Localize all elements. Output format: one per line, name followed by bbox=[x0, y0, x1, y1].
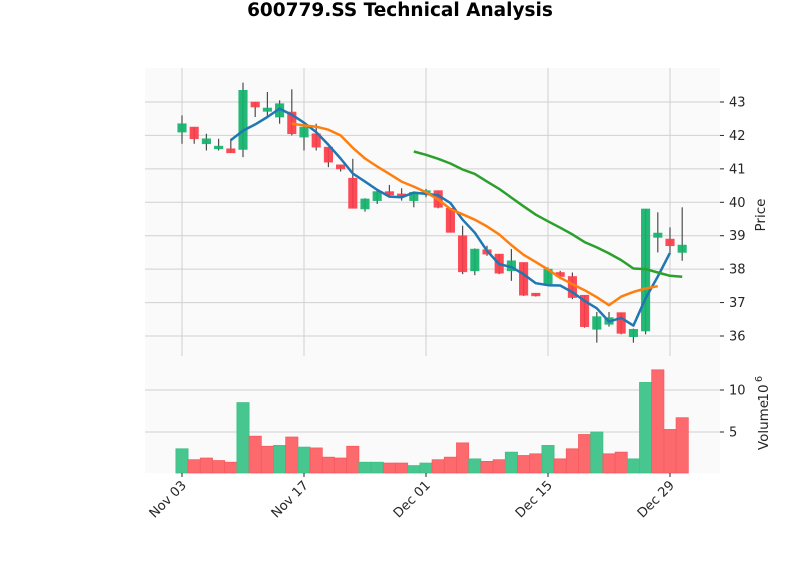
candle-down bbox=[348, 177, 358, 209]
volume-bar-up bbox=[639, 382, 653, 474]
price-tick-label: 41 bbox=[729, 162, 746, 177]
candle-down bbox=[616, 312, 626, 334]
volume-bar-down bbox=[614, 451, 628, 474]
price-tick-label: 38 bbox=[729, 263, 746, 278]
candle-up bbox=[299, 126, 309, 138]
candle-up bbox=[360, 198, 370, 210]
x-tick-label: Dec 15 bbox=[513, 478, 556, 521]
price-tick-label: 42 bbox=[729, 129, 746, 144]
candle-up bbox=[214, 145, 224, 150]
volume-bar-down bbox=[199, 457, 213, 474]
volume-bar-up bbox=[236, 402, 250, 474]
volume-bar-down bbox=[309, 447, 323, 474]
volume-bar-down bbox=[224, 461, 238, 474]
volume-bar-up bbox=[590, 431, 604, 474]
volume-bar-down bbox=[212, 460, 226, 474]
volume-tick-label: 10 bbox=[729, 384, 746, 399]
x-tick-label: Nov 17 bbox=[269, 478, 312, 521]
candle-down bbox=[226, 148, 236, 154]
price-tick-label: 43 bbox=[729, 96, 746, 111]
volume-bar-down bbox=[492, 459, 506, 474]
candle-down bbox=[445, 208, 455, 233]
price-tick-label: 40 bbox=[729, 196, 746, 211]
volume-bar-down bbox=[602, 453, 616, 474]
volume-bar-down bbox=[553, 458, 567, 474]
candle-up bbox=[592, 316, 602, 330]
candle-down bbox=[287, 111, 297, 135]
volume-bar-down bbox=[321, 456, 335, 474]
volume-bar-up bbox=[297, 446, 311, 474]
volume-plot-area bbox=[145, 356, 720, 473]
price-tick-label: 37 bbox=[729, 296, 746, 311]
candle-down bbox=[458, 235, 468, 273]
candle-down bbox=[519, 262, 529, 296]
volume-bar-down bbox=[431, 459, 445, 474]
price-tick-label: 36 bbox=[729, 330, 746, 345]
volume-bar-up bbox=[370, 461, 384, 474]
volume-bar-down bbox=[578, 434, 592, 474]
volume-bar-down bbox=[285, 436, 299, 474]
ma20-line bbox=[413, 150, 683, 279]
price-axis-label: Price bbox=[753, 199, 769, 232]
volume-bar-down bbox=[675, 417, 689, 474]
chart-title: 600779.SS Technical Analysis bbox=[247, 0, 553, 21]
volume-bar-down bbox=[334, 457, 348, 474]
volume-bar-down bbox=[651, 369, 665, 474]
volume-bar-down bbox=[517, 455, 531, 474]
volume-bar-down bbox=[443, 456, 457, 474]
candle-up bbox=[201, 138, 211, 145]
volume-bar-up bbox=[541, 445, 555, 474]
x-tick-label: Dec 01 bbox=[391, 478, 434, 521]
candle-down bbox=[323, 146, 333, 163]
x-tick-label: Dec 29 bbox=[635, 478, 678, 521]
ma5-line bbox=[230, 107, 672, 327]
candle-up bbox=[177, 123, 187, 133]
candle-down bbox=[665, 238, 675, 247]
price-panel: 36 37 38 39 40 41 42 43 bbox=[145, 68, 746, 473]
volume-bar-up bbox=[468, 458, 482, 474]
volume-bar-down bbox=[248, 435, 262, 474]
volume-bar-down bbox=[395, 462, 409, 474]
volume-bar-down bbox=[480, 460, 494, 474]
candle-down bbox=[189, 126, 199, 140]
candle-down bbox=[250, 101, 260, 108]
volume-bar-down bbox=[187, 459, 201, 474]
candle-up bbox=[653, 232, 663, 238]
volume-axis-label: Volume bbox=[756, 400, 772, 450]
volume-bar-up bbox=[175, 448, 189, 474]
volume-bar-up bbox=[358, 461, 372, 474]
volume-bar-down bbox=[260, 445, 274, 474]
volume-bar-down bbox=[382, 462, 396, 474]
volume-bar-up bbox=[273, 445, 287, 474]
volume-bar-down bbox=[456, 442, 470, 474]
candle-down bbox=[531, 292, 541, 297]
x-axis: Nov 03 Nov 17 Dec 01 Dec 15 Dec 29 bbox=[147, 473, 678, 521]
volume-bar-down bbox=[663, 429, 677, 474]
volume-panel: 5 10 bbox=[145, 356, 746, 474]
volume-bar-up bbox=[504, 451, 518, 474]
volume-bar-up bbox=[626, 458, 640, 474]
x-tick-label: Nov 03 bbox=[147, 478, 190, 521]
candle-up bbox=[677, 244, 687, 253]
volume-bar-up bbox=[419, 462, 433, 474]
volume-bar-down bbox=[565, 448, 579, 474]
candle-up bbox=[628, 329, 638, 337]
candle-down bbox=[336, 164, 346, 170]
candle-down bbox=[580, 294, 590, 327]
candle-up bbox=[470, 248, 480, 272]
volume-bar-up bbox=[407, 465, 421, 474]
ma10-line bbox=[291, 122, 659, 307]
volume-exponent-base: 10 bbox=[756, 384, 772, 401]
candle-up bbox=[372, 191, 382, 201]
volume-bar-down bbox=[346, 445, 360, 474]
volume-tick-label: 5 bbox=[729, 426, 737, 441]
candle-up bbox=[262, 107, 272, 112]
price-plot-area bbox=[145, 68, 720, 356]
volume-bar-down bbox=[529, 453, 543, 474]
price-tick-label: 39 bbox=[729, 229, 746, 244]
volume-exponent-power: 6 bbox=[754, 376, 765, 382]
candle-up bbox=[238, 90, 248, 150]
